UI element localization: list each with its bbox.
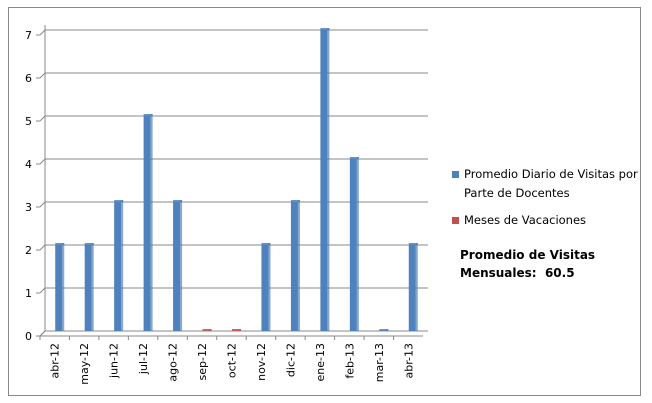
bar-group (379, 329, 389, 331)
x-tick-label: oct-12 (226, 343, 239, 378)
bar-side (415, 243, 418, 331)
y-tick-label: 1 (25, 287, 32, 300)
bar-top (55, 243, 65, 245)
x-tick-label: mar-13 (373, 343, 386, 382)
bar-top (232, 329, 241, 331)
bar-group (114, 200, 124, 331)
legend-label: Meses de Vacaciones (464, 213, 587, 227)
x-tick-label: sep-12 (196, 343, 209, 380)
x-tick-label: dic-12 (284, 343, 297, 377)
bar-top (114, 200, 124, 202)
bar-top (408, 243, 418, 245)
grid-line-side (39, 330, 46, 337)
y-tick-label: 3 (25, 201, 32, 214)
bar-top (173, 200, 183, 202)
x-tick-label: ago-12 (167, 343, 180, 382)
bar (114, 202, 122, 331)
y-tick-label: 7 (25, 29, 32, 42)
grid-line-side (39, 29, 46, 36)
x-tick-label: may-12 (78, 343, 91, 385)
bar-group (290, 200, 300, 331)
bar (261, 245, 269, 331)
y-tick-label: 0 (25, 330, 32, 343)
bar (408, 245, 416, 331)
bar-group (232, 329, 241, 331)
bar-side (150, 114, 153, 331)
y-tick-label: 6 (25, 72, 32, 85)
x-tick-label: nov-12 (255, 343, 268, 381)
legend-label: Promedio Diario de Visitas por Parte de … (464, 167, 638, 200)
bar-group (143, 114, 153, 331)
legend-swatch (452, 217, 459, 224)
x-tick-label: abr-13 (402, 343, 415, 379)
bar-top (379, 329, 389, 331)
bar-top (84, 243, 94, 245)
bar-group (173, 200, 183, 331)
y-tick-label: 4 (25, 158, 32, 171)
legend-entry: Promedio Diario de Visitas por Parte de … (452, 165, 642, 203)
bar-side (91, 243, 94, 331)
annotation-line: Promedio de Visitas (460, 248, 596, 262)
bar-group (84, 243, 94, 331)
x-tick-label: abr-12 (49, 343, 62, 379)
grid-line-side (39, 287, 46, 294)
bar-side (121, 200, 124, 331)
bar-side (62, 243, 65, 331)
legend: Promedio Diario de Visitas por Parte de … (452, 165, 642, 238)
bar-group (55, 243, 65, 331)
bar-top (349, 157, 359, 159)
bar-top (202, 329, 212, 331)
bar (173, 202, 181, 331)
bar-group (320, 28, 330, 331)
bar (320, 30, 328, 331)
grid-line-side (39, 72, 46, 79)
bar-group (202, 329, 212, 331)
bar-side (268, 243, 271, 331)
x-tick-label: jun-12 (108, 343, 121, 379)
bar (84, 245, 92, 331)
bar (55, 245, 63, 331)
bar (143, 116, 151, 331)
bar (349, 159, 357, 331)
grid-line-side (39, 244, 46, 251)
legend-swatch (452, 171, 459, 178)
bar-side (297, 200, 300, 331)
bar-top (143, 114, 153, 116)
grid-line-side (39, 201, 46, 208)
x-tick-label: ene-13 (314, 343, 327, 381)
bar-top (261, 243, 271, 245)
y-tick-label: 5 (25, 115, 32, 128)
annotation-line: Mensuales: 60.5 (460, 266, 575, 280)
bar-top (320, 28, 330, 30)
grid-line-side (39, 115, 46, 122)
bar-side (327, 28, 330, 331)
grid-line-side (39, 158, 46, 165)
y-tick-label: 2 (25, 244, 32, 257)
bar-group (349, 157, 359, 331)
bar-group (261, 243, 271, 331)
x-tick-label: jul-12 (137, 343, 150, 375)
bar-group (408, 243, 418, 331)
legend-entry: Meses de Vacaciones (452, 211, 642, 230)
bar (290, 202, 298, 331)
annotation: Promedio de Visitas Mensuales: 60.5 (460, 246, 595, 282)
bar-side (356, 157, 359, 331)
bar-top (290, 200, 300, 202)
x-tick-label: feb-13 (343, 343, 356, 379)
bar-side (180, 200, 183, 331)
